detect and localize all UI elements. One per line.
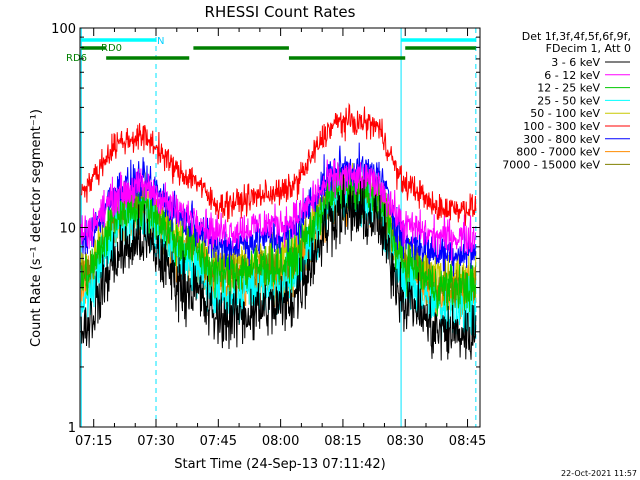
chart-title: RHESSI Count Rates: [205, 3, 356, 21]
y-tick-label: 100: [51, 22, 76, 37]
x-tick-label: 08:15: [324, 434, 361, 449]
x-tick-label: 07:30: [137, 434, 174, 449]
x-axis-label: Start Time (24-Sep-13 07:11:42): [174, 457, 385, 472]
series-line-3-6-kev: [80, 174, 477, 361]
series-layer: [80, 102, 477, 361]
legend-label: 300 - 800 keV: [523, 133, 600, 146]
legend: Det 1f,3f,4f,5f,6f,9f, FDecim 1, Att 0 3…: [502, 30, 631, 171]
axes: 1 10 100 07:15 07:30 07:45 08:00 08:15 08:30 08:4…: [51, 22, 486, 449]
x-tick-label: 08:00: [262, 434, 299, 449]
x-tick-label: 07:15: [75, 434, 112, 449]
legend-label: 7000 - 15000 keV: [502, 158, 600, 171]
legend-label: 12 - 25 keV: [537, 82, 600, 95]
legend-label: 3 - 6 keV: [551, 56, 600, 69]
series-line-100-300-kev: [80, 102, 477, 226]
legend-header-line-1: Det 1f,3f,4f,5f,6f,9f,: [522, 30, 631, 43]
series-line-12-25-kev: [80, 163, 477, 317]
timestamp: 22-Oct-2021 11:57: [561, 469, 637, 478]
x-tick-label: 07:45: [200, 434, 237, 449]
series-line-6-12-kev: [80, 159, 477, 261]
y-tick-label: 1: [68, 421, 76, 436]
legend-label: 6 - 12 keV: [544, 69, 600, 82]
y-axis-label: Count Rate (s⁻¹ detector segment⁻¹): [29, 109, 44, 347]
legend-label: 25 - 50 keV: [537, 94, 600, 107]
y-tick-label: 10: [59, 222, 76, 237]
x-tick-label: 08:45: [449, 434, 486, 449]
series-line-300-800-kev: [80, 142, 477, 277]
rd0-label: RD0: [101, 43, 122, 54]
legend-label: 50 - 100 keV: [530, 107, 600, 120]
legend-label: 800 - 7000 keV: [516, 146, 600, 159]
n-label: N: [157, 36, 164, 47]
legend-header-line-2: FDecim 1, Att 0: [546, 42, 631, 55]
rd6-label: RD6: [66, 53, 87, 64]
legend-label: 100 - 300 keV: [523, 120, 600, 133]
x-tick-label: 08:30: [386, 434, 423, 449]
